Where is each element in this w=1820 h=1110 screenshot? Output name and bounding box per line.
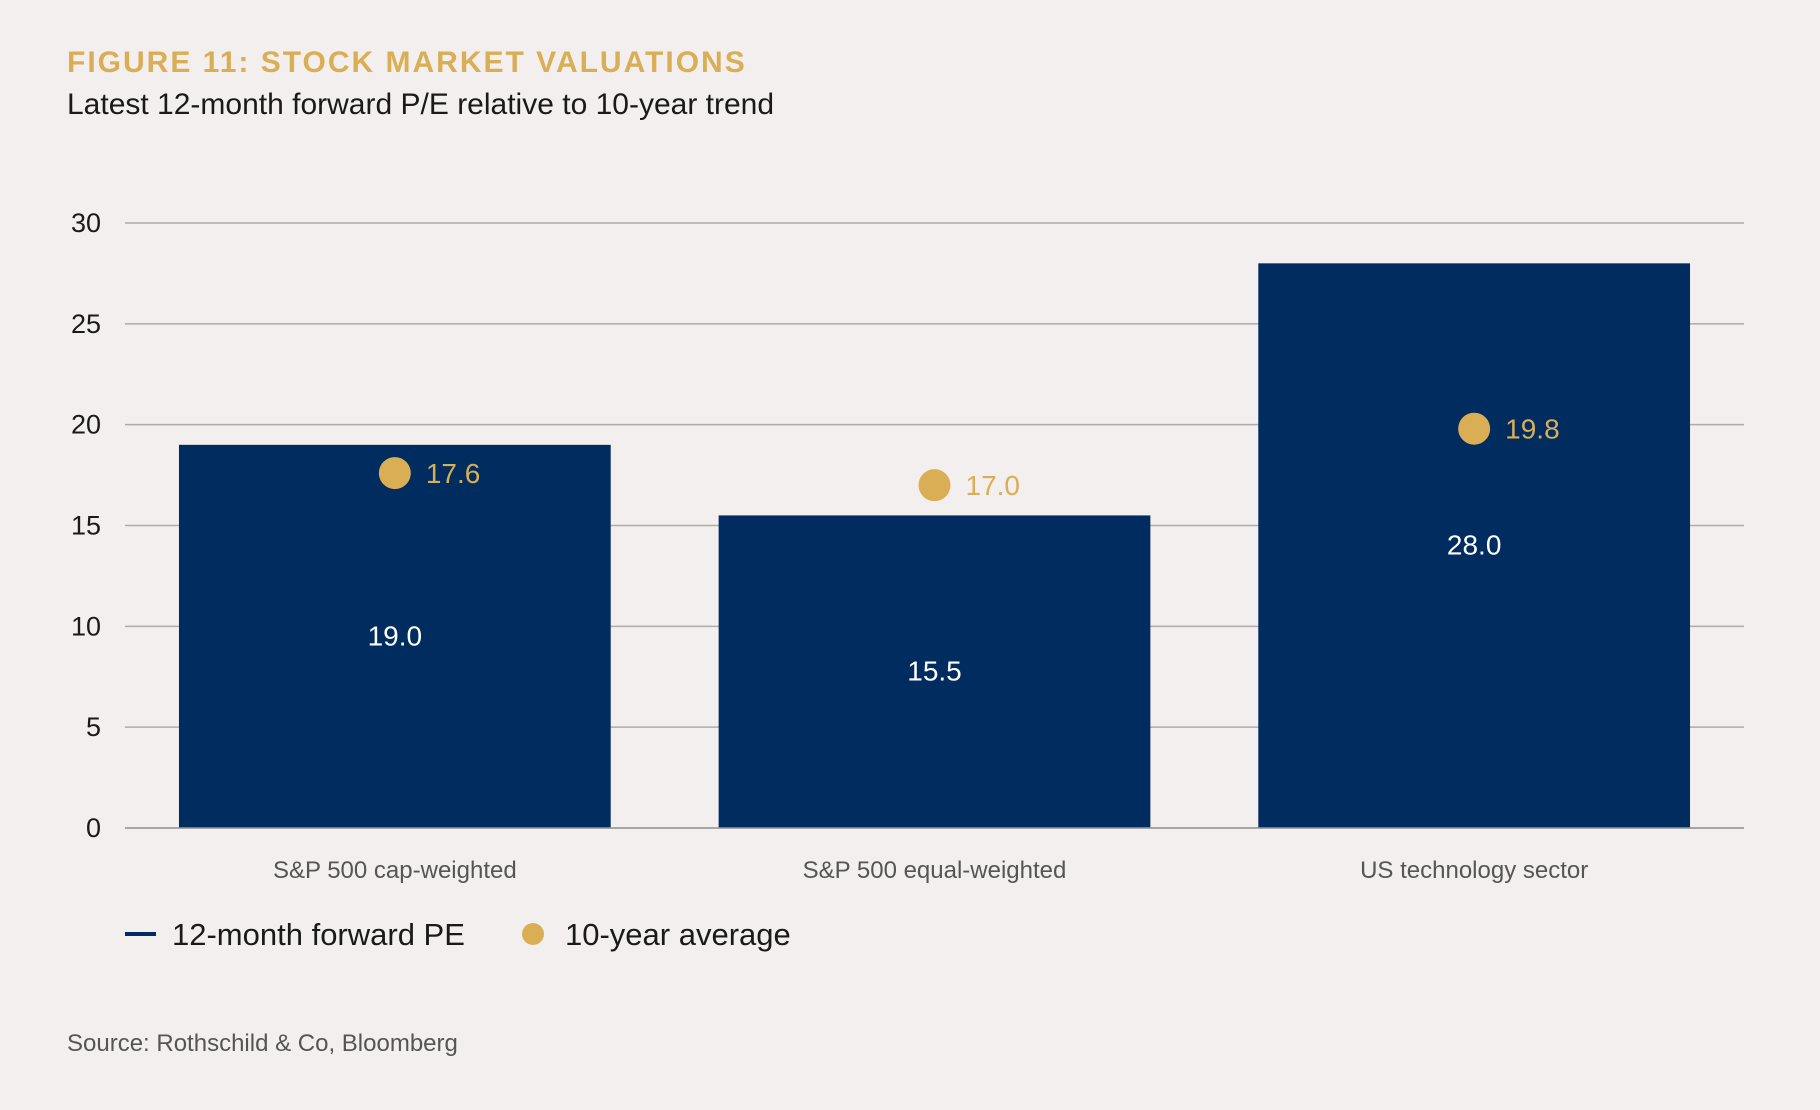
bar-value-label: 19.0 <box>368 620 423 651</box>
chart-subtitle: Latest 12-month forward P/E relative to … <box>67 88 775 121</box>
average-dot <box>378 457 411 490</box>
y-tick-label: 0 <box>86 813 101 843</box>
y-tick-label: 30 <box>71 208 101 238</box>
source-note: Source: Rothschild & Co, Bloomberg <box>67 1030 458 1057</box>
average-value-label: 17.0 <box>966 470 1021 501</box>
x-category-label: US technology sector <box>1360 857 1588 884</box>
y-tick-label: 15 <box>71 511 101 541</box>
y-tick-label: 20 <box>71 410 101 440</box>
bar <box>178 444 611 828</box>
x-category-label: S&P 500 equal-weighted <box>803 857 1067 884</box>
chart-title: FIGURE 11: STOCK MARKET VALUATIONS <box>67 46 747 79</box>
legend-label-forward-pe: 12-month forward PE <box>172 917 465 952</box>
bar <box>718 515 1151 828</box>
average-value-label: 19.8 <box>1505 414 1560 445</box>
average-dot <box>918 469 951 502</box>
legend-label-10-year-average: 10-year average <box>565 917 791 952</box>
x-category-label: S&P 500 cap-weighted <box>273 857 517 884</box>
bar-value-label: 28.0 <box>1447 530 1502 561</box>
y-tick-label: 5 <box>86 712 101 742</box>
y-tick-label: 10 <box>71 611 101 641</box>
bar <box>1258 263 1691 828</box>
y-tick-label: 25 <box>71 309 101 339</box>
average-value-label: 17.6 <box>426 458 481 489</box>
legend-dot-swatch <box>522 923 544 945</box>
bar-value-label: 15.5 <box>907 656 962 687</box>
average-dot <box>1458 412 1491 445</box>
